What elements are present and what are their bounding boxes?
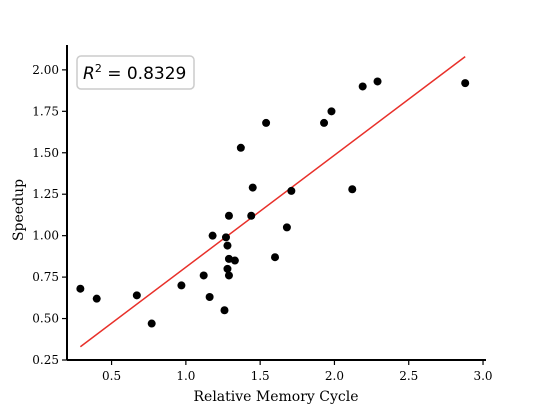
data-point bbox=[220, 306, 229, 315]
annotation-exponent: 2 bbox=[95, 62, 102, 75]
y-tick-label: 1.25 bbox=[32, 187, 59, 201]
data-point bbox=[147, 319, 156, 328]
data-point bbox=[205, 293, 214, 301]
annotation-value: = 0.8329 bbox=[102, 64, 187, 84]
data-point bbox=[224, 271, 233, 280]
annotation-variable: R bbox=[83, 64, 95, 84]
y-axis-label: Speedup bbox=[11, 179, 27, 241]
x-axis-label: Relative Memory Cycle bbox=[194, 389, 359, 405]
data-point bbox=[208, 231, 217, 240]
y-tick-label: 2.00 bbox=[32, 63, 59, 77]
data-point bbox=[461, 79, 470, 88]
data-point bbox=[358, 82, 367, 91]
data-point bbox=[262, 118, 271, 127]
data-point bbox=[271, 253, 280, 262]
x-tick-label: 0.5 bbox=[102, 369, 121, 383]
y-tick-label: 0.75 bbox=[32, 270, 59, 284]
data-point bbox=[348, 185, 357, 194]
data-point bbox=[327, 107, 336, 116]
r-squared-annotation: R2 = 0.8329 bbox=[76, 55, 195, 90]
data-point bbox=[132, 291, 141, 300]
svg-text:R2 = 0.8329: R2 = 0.8329 bbox=[83, 62, 186, 84]
x-tick-label: 2.5 bbox=[399, 369, 418, 383]
y-tick-label: 0.50 bbox=[32, 312, 59, 326]
regression-line bbox=[79, 56, 466, 348]
data-point bbox=[230, 256, 239, 265]
data-point bbox=[320, 118, 329, 127]
data-point bbox=[373, 77, 382, 86]
data-point bbox=[76, 284, 85, 293]
x-tick-label: 3.0 bbox=[473, 369, 492, 383]
data-point bbox=[236, 143, 245, 152]
x-tick-label: 1.5 bbox=[251, 369, 270, 383]
y-tick-label: 1.75 bbox=[32, 104, 59, 118]
data-point bbox=[223, 264, 232, 273]
data-point bbox=[248, 183, 257, 192]
data-point bbox=[92, 294, 101, 303]
data-point bbox=[221, 233, 230, 242]
data-point bbox=[224, 211, 233, 220]
data-point bbox=[223, 241, 232, 250]
x-tick-label: 2.0 bbox=[325, 369, 344, 383]
data-point bbox=[282, 223, 291, 232]
data-point bbox=[287, 186, 296, 195]
y-tick-label: 0.25 bbox=[32, 353, 59, 367]
data-point bbox=[177, 281, 186, 290]
y-tick-label: 1.50 bbox=[32, 146, 59, 160]
data-point bbox=[247, 211, 256, 220]
data-point bbox=[199, 271, 208, 280]
x-tick-label: 1.0 bbox=[176, 369, 195, 383]
y-tick-label: 1.00 bbox=[32, 229, 59, 243]
